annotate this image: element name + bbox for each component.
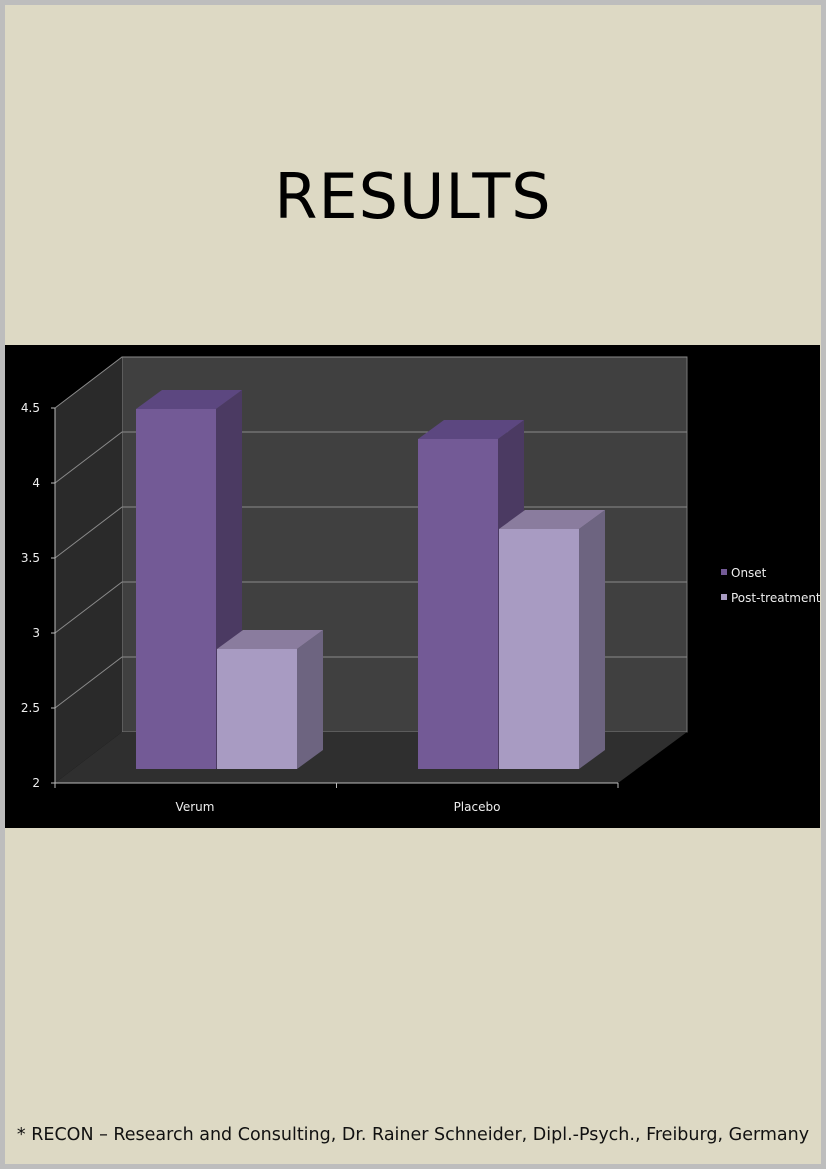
y-tick-label: 2 [32,776,40,790]
y-tick-label: 2.5 [21,701,40,715]
side-wall [55,357,122,783]
page-title: RESULTS [274,160,552,233]
legend-swatch [721,594,727,600]
bar-top [217,630,323,649]
bar-onset-placebo [418,439,498,769]
footer-credit: * RECON – Research and Consulting, Dr. R… [16,1125,810,1145]
bar-top [499,510,605,529]
legend-swatch [721,569,727,575]
chart-svg: 2 2.5 3 3.5 4 4.5 Verum Placebo Onset Post-trea… [21,356,820,814]
y-tick-label: 4 [32,476,40,490]
y-tick-label: 4.5 [21,401,40,415]
x-category-label: Verum [176,800,215,814]
bar-onset-verum [136,409,216,769]
bar-chart: 2 2.5 3 3.5 4 4.5 Verum Placebo Onset Post-trea… [5,345,820,828]
legend-label: Onset [731,566,767,580]
y-tick-label: 3.5 [21,551,40,565]
x-category-label: Placebo [454,800,501,814]
legend-label: Post-treatment [731,591,820,605]
bar-post-treatment-placebo [499,529,579,769]
bar-top [418,420,524,439]
bar-side [297,630,323,769]
y-tick-label: 3 [32,626,40,640]
bar-top [136,390,242,409]
bar-post-treatment-verum [217,649,297,769]
gridline [54,356,687,409]
bar-side [579,510,605,769]
